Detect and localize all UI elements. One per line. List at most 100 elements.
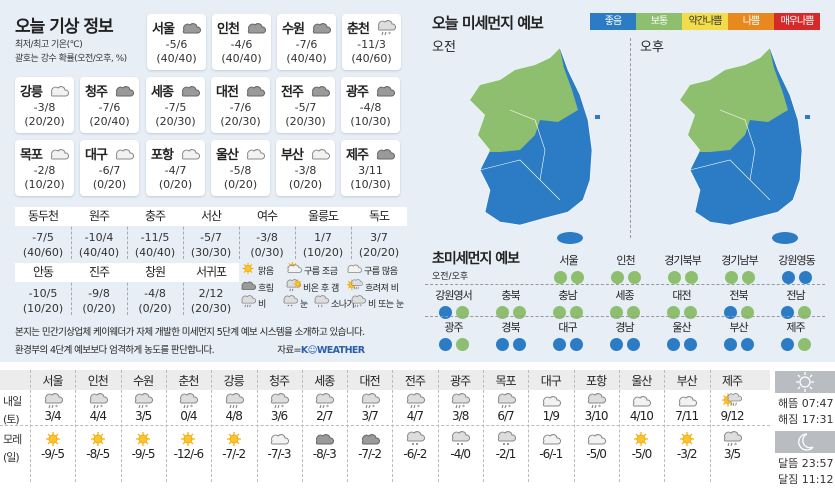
tomorrow-cell: 9/12 [710, 393, 755, 423]
pm-level-dot [798, 271, 812, 284]
legend-label: 구름 조금 [304, 266, 338, 277]
city-header: 청주 [268, 374, 290, 388]
region-name: 광주 [444, 321, 463, 334]
column-divider [127, 207, 128, 259]
city-name: 원주 [71, 207, 127, 226]
temperature: -3/2 [676, 447, 698, 461]
jeju [557, 232, 583, 244]
city-header: 서울 [42, 374, 63, 388]
rain-snow-icon: * [88, 393, 108, 411]
cloud-light-icon [49, 146, 70, 162]
pm-level-dot [569, 306, 583, 319]
city-name: 춘천 [347, 22, 370, 37]
pm-level-dot [455, 306, 469, 319]
tomorrow-cell: * 3/5 [121, 393, 166, 423]
temperature: -11/5 [140, 231, 170, 244]
rain-snow-icon: * [722, 431, 743, 449]
rain-snow-icon: * [178, 393, 199, 411]
region-name: 서울 [559, 254, 578, 267]
precip-prob: (40/40) [78, 246, 120, 259]
precip-prob: (40/40) [286, 52, 327, 65]
tomorrow-cell: * 0/4 [166, 393, 211, 423]
am-level-dot [724, 271, 738, 284]
temperature: -7/6 [98, 101, 121, 114]
sunrise: 해뜸 07:47 [778, 397, 834, 410]
city-card: 춘천 * -11/3 (40/60) [342, 14, 401, 70]
brand-logo: K☺WEATHER [300, 345, 365, 356]
temperature: -9/-5 [41, 447, 65, 461]
subtitle-temp: 최저/최고 기온(℃) [15, 40, 83, 50]
rain-icon [240, 295, 256, 311]
legend-item: 흐려져 비 [346, 279, 399, 295]
pm-level-dot [455, 338, 469, 351]
precip-prob: (20/40) [89, 115, 130, 128]
cloud-dark-icon [114, 83, 135, 99]
temperature: 3/5 [134, 409, 152, 423]
am-level-dot [438, 338, 452, 351]
tomorrow-cell: 1/9 [528, 393, 573, 423]
precip-prob: (20/20) [24, 115, 65, 128]
cloud-light-icon [586, 431, 607, 447]
level-4: 매우나쁨 [774, 13, 820, 30]
city-card: 인천 -4/6 (40/40) [212, 14, 271, 70]
cloud-light-icon [180, 146, 201, 162]
sun-icon [88, 431, 108, 447]
cloud-light-icon [245, 146, 266, 162]
temperature: 4/4 [89, 409, 107, 423]
city-entry: 안동 -10/5 (10/20) [15, 263, 71, 316]
temperature: -3/8 [33, 101, 56, 114]
legend-label: 구름 많음 [364, 266, 398, 277]
cloud-light-icon [114, 146, 135, 162]
precip-prob: (20/30) [190, 302, 232, 315]
sun-rain-icon [721, 393, 742, 409]
precip-prob: (10/20) [302, 246, 344, 259]
source-label: 자료= [277, 345, 301, 356]
temperature: -6/-1 [539, 447, 563, 461]
legend-item: * 비 또는 눈 [350, 295, 404, 311]
rain-snow-icon: * [496, 393, 516, 411]
level-1: 보통 [636, 13, 682, 30]
sun-icon [43, 431, 63, 447]
fine-dust-region: 세종 [596, 287, 653, 319]
cloud-dark-icon [180, 83, 201, 99]
row-label-sat: (토) [3, 413, 20, 426]
temperature: -7/-2 [358, 447, 382, 461]
pm-level-dot [626, 306, 640, 319]
rain-snow-icon: * [450, 393, 471, 411]
svg-text:*: * [360, 304, 363, 308]
city-name: 서산 [183, 207, 239, 226]
pm-level-dot [626, 338, 640, 351]
am-level-dot [610, 271, 624, 284]
precip-prob: (40/40) [156, 52, 197, 65]
temperature: -4/8 [144, 287, 166, 300]
temperature: 4/10 [629, 409, 654, 423]
temperature: -5/8 [229, 164, 252, 177]
cloud-dark-icon [375, 146, 396, 162]
rain-snow-icon: * [133, 393, 154, 411]
am-level-dot [609, 338, 623, 351]
city-name: 독도 [351, 207, 407, 226]
rain-snow-icon: * [405, 393, 425, 411]
level-0: 좋음 [590, 13, 636, 30]
precip-prob: (40/40) [134, 246, 176, 259]
cloud-light-icon [346, 262, 362, 278]
temperature: -4/0 [450, 447, 471, 461]
pm-level-dot [627, 271, 641, 284]
am-level-dot [723, 338, 737, 351]
column-divider [183, 207, 184, 259]
city-card: 전주 -5/7 (20/30) [276, 77, 335, 133]
legend-label: 비 [258, 299, 266, 310]
rain-snow-icon: * [586, 393, 607, 411]
city-header: 목포 [495, 374, 516, 388]
city-name: 창원 [127, 263, 183, 282]
city-card: 광주 -4/8 (10/30) [341, 77, 400, 133]
dust-title: 오늘 미세먼지 예보 [432, 14, 544, 32]
map-am [469, 47, 600, 244]
am-level-dot [666, 338, 680, 351]
city-entry: 울릉도 1/7 (10/20) [295, 207, 351, 260]
dayafter-cell: -5/0 [574, 431, 619, 461]
legend-item: 소나기 [313, 295, 355, 311]
temperature: -11/3 [357, 38, 386, 51]
cloud-light-icon [269, 431, 290, 447]
subtitle-prob: 괄호는 강수 확률(오전/오후, %) [15, 54, 127, 64]
